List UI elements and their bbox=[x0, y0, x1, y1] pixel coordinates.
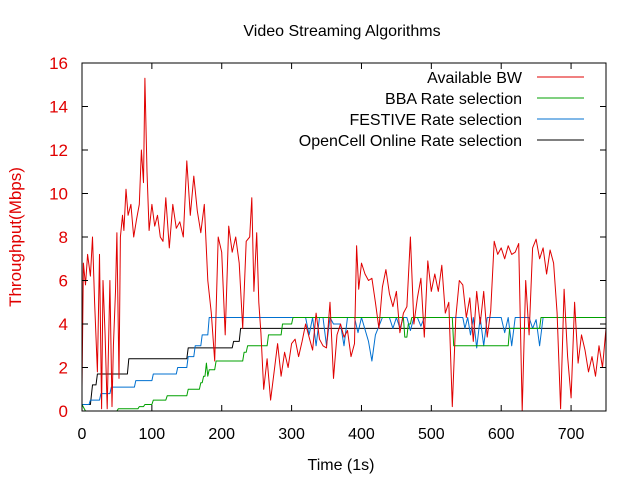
y-tick-label: 2 bbox=[59, 359, 68, 378]
y-tick-label: 10 bbox=[49, 185, 68, 204]
y-axis-label: Throughput(Mbps) bbox=[6, 167, 25, 307]
x-axis-label: Time (1s) bbox=[308, 457, 375, 474]
axis-ticks bbox=[81, 62, 606, 412]
y-tick-label: 14 bbox=[49, 98, 68, 117]
legend: Available BW BBA Rate selection FESTIVE Ra… bbox=[299, 70, 584, 150]
series-line-bba-rate-selection bbox=[81, 317, 606, 412]
y-tick-labels: 0 2 4 6 8 10 12 14 16 bbox=[49, 54, 68, 421]
series-layer bbox=[81, 77, 607, 412]
x-tick-label: 0 bbox=[78, 426, 87, 443]
x-tick-label: 200 bbox=[208, 426, 235, 443]
x-tick-label: 500 bbox=[418, 426, 445, 443]
x-tick-label: 300 bbox=[278, 426, 305, 443]
y-tick-label: 12 bbox=[49, 141, 68, 160]
y-tick-label: 6 bbox=[59, 272, 68, 291]
y-tick-label: 8 bbox=[59, 228, 68, 247]
chart-title: Video Streaming Algorithms bbox=[243, 23, 440, 40]
series-line-opencell-online-rate-selection bbox=[82, 327, 606, 405]
y-tick-label: 16 bbox=[49, 54, 68, 73]
x-tick-labels: 0 100 200 300 400 500 600 700 bbox=[78, 426, 585, 443]
legend-label: Available BW bbox=[427, 70, 523, 87]
series-line-available-bw bbox=[81, 77, 607, 412]
y-tick-label: 4 bbox=[59, 315, 68, 334]
legend-label: FESTIVE Rate selection bbox=[349, 112, 522, 129]
x-tick-label: 400 bbox=[348, 426, 375, 443]
x-tick-label: 600 bbox=[488, 426, 515, 443]
legend-label: OpenCell Online Rate selection bbox=[299, 133, 522, 150]
x-tick-label: 100 bbox=[139, 426, 166, 443]
x-tick-label: 700 bbox=[558, 426, 585, 443]
y-tick-label: 0 bbox=[59, 402, 68, 421]
legend-label: BBA Rate selection bbox=[385, 91, 522, 108]
